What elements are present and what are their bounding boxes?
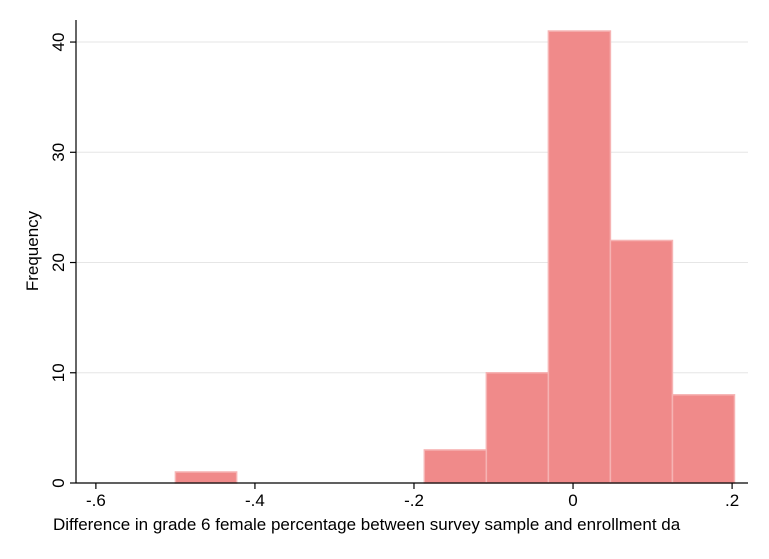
bars xyxy=(174,30,736,484)
histogram-bar xyxy=(174,471,238,484)
y-tick-label: 20 xyxy=(49,253,68,272)
y-axis-ticks: 0 10 20 30 40 xyxy=(49,33,76,488)
y-tick-label: 10 xyxy=(49,363,68,382)
x-tick-label: -.6 xyxy=(86,491,106,510)
y-axis-title: Frequency xyxy=(23,210,42,291)
histogram-bar xyxy=(423,449,488,484)
x-tick-label: 0 xyxy=(568,491,577,510)
histogram-bar xyxy=(671,394,736,484)
x-axis-ticks: -.6 -.4 -.2 0 .2 xyxy=(86,483,739,510)
x-axis-title: Difference in grade 6 female percentage … xyxy=(53,515,681,534)
x-tick-label: -.4 xyxy=(245,491,265,510)
histogram-bar xyxy=(547,30,612,484)
histogram-bar xyxy=(485,372,550,484)
x-tick-label: -.2 xyxy=(404,491,424,510)
axes xyxy=(75,20,748,484)
x-tick-label: .2 xyxy=(725,491,739,510)
y-tick-label: 30 xyxy=(49,143,68,162)
y-tick-label: 40 xyxy=(49,33,68,52)
histogram-bar xyxy=(609,239,674,484)
y-tick-label: 0 xyxy=(49,478,68,487)
